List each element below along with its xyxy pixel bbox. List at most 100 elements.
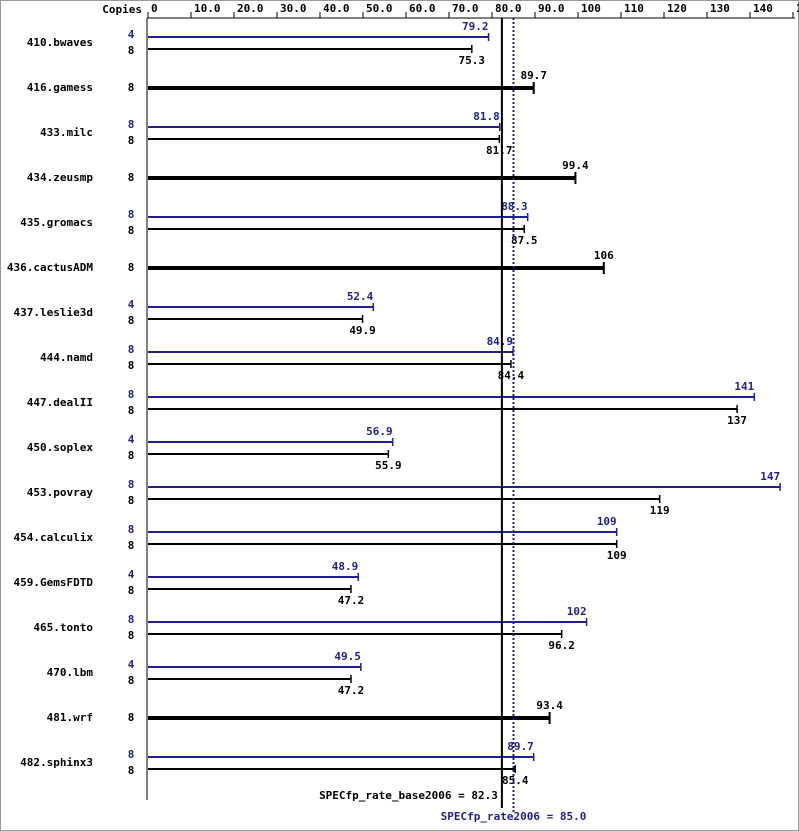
benchmark-name: 459.GemsFDTD	[14, 576, 94, 589]
peak-copies: 8	[128, 613, 135, 626]
peak-value-label: 48.9	[332, 560, 359, 573]
base-bar	[148, 768, 516, 770]
base-value-label: 55.9	[375, 459, 402, 472]
base-bar	[148, 498, 660, 500]
base-value-label: 47.2	[338, 594, 365, 607]
base-copies: 8	[128, 629, 135, 642]
copies-header: Copies	[102, 3, 142, 16]
benchmark-name: 444.namd	[40, 351, 93, 364]
base-bar	[148, 48, 472, 50]
base-copies: 8	[128, 314, 135, 327]
x-tick-label: 130	[710, 2, 730, 15]
x-tick-label: 150	[796, 2, 799, 15]
benchmark-name: 436.cactusADM	[7, 261, 93, 274]
base-copies: 8	[128, 359, 135, 372]
base-bar	[148, 408, 738, 410]
benchmark-name: 470.lbm	[47, 666, 94, 679]
peak-value-label: 102	[567, 605, 587, 618]
base-copies: 8	[128, 764, 135, 777]
base-value-label: 99.4	[562, 159, 589, 172]
x-tick-label: 40.0	[323, 2, 350, 15]
base-value-label: 137	[727, 414, 747, 427]
peak-bar	[148, 396, 755, 398]
base-value-label: 81.7	[486, 144, 513, 157]
base-copies: 8	[128, 539, 135, 552]
peak-copies: 4	[128, 28, 135, 41]
benchmark-name: 434.zeusmp	[27, 171, 94, 184]
peak-bar	[148, 306, 374, 308]
base-copies: 8	[128, 44, 135, 57]
x-tick-label: 10.0	[194, 2, 221, 15]
peak-copies: 8	[128, 478, 135, 491]
base-copies: 8	[128, 171, 135, 184]
peak-copies: 8	[128, 118, 135, 131]
base-metric-label: SPECfp_rate_base2006 = 82.3	[319, 789, 498, 802]
peak-copies: 8	[128, 208, 135, 221]
base-value-label: 47.2	[338, 684, 365, 697]
base-value-label: 109	[607, 549, 627, 562]
benchmark-name: 416.gamess	[27, 81, 93, 94]
base-value-label: 84.4	[498, 369, 525, 382]
base-bar	[148, 86, 534, 90]
benchmark-name: 453.povray	[27, 486, 94, 499]
peak-value-label: 49.5	[334, 650, 361, 663]
peak-copies: 4	[128, 658, 135, 671]
base-copies: 8	[128, 261, 135, 274]
peak-copies: 4	[128, 298, 135, 311]
base-value-label: 49.9	[349, 324, 376, 337]
base-bar	[148, 266, 604, 270]
base-bar	[148, 633, 562, 635]
x-tick-label: 100	[581, 2, 601, 15]
base-value-label: 89.7	[520, 69, 547, 82]
peak-bar	[148, 531, 617, 533]
benchmark-name: 433.milc	[40, 126, 93, 139]
benchmark-name: 482.sphinx3	[20, 756, 93, 769]
benchmark-name: 481.wrf	[47, 711, 93, 724]
peak-bar	[148, 36, 489, 38]
peak-copies: 8	[128, 523, 135, 536]
base-value-label: 75.3	[459, 54, 486, 67]
benchmark-name: 465.tonto	[33, 621, 93, 634]
peak-bar	[148, 351, 514, 353]
peak-copies: 4	[128, 568, 135, 581]
base-bar	[148, 176, 576, 180]
peak-bar	[148, 486, 781, 488]
peak-value-label: 109	[597, 515, 617, 528]
x-tick-label: 90.0	[538, 2, 565, 15]
peak-bar	[148, 756, 534, 758]
peak-metric-label: SPECfp_rate2006 = 85.0	[441, 810, 587, 823]
base-copies: 8	[128, 134, 135, 147]
peak-bar	[148, 576, 359, 578]
peak-bar	[148, 666, 361, 668]
base-value-label: 93.4	[536, 699, 563, 712]
peak-value-label: 52.4	[347, 290, 374, 303]
x-tick-label: 50.0	[366, 2, 393, 15]
base-bar	[148, 453, 389, 455]
x-tick-label: 0	[151, 2, 158, 15]
x-tick-label: 80.0	[495, 2, 522, 15]
peak-copies: 8	[128, 388, 135, 401]
base-bar	[148, 138, 500, 140]
peak-value-label: 81.8	[473, 110, 500, 123]
peak-copies: 8	[128, 343, 135, 356]
peak-value-label: 89.7	[507, 740, 534, 753]
benchmark-name: 435.gromacs	[20, 216, 93, 229]
benchmark-name: 437.leslie3d	[14, 306, 93, 319]
base-bar	[148, 318, 363, 320]
base-copies: 8	[128, 224, 135, 237]
base-copies: 8	[128, 494, 135, 507]
base-bar	[148, 716, 550, 720]
benchmark-name: 454.calculix	[14, 531, 94, 544]
peak-bar	[148, 621, 587, 623]
base-copies: 8	[128, 711, 135, 724]
base-copies: 8	[128, 674, 135, 687]
peak-copies: 8	[128, 748, 135, 761]
base-bar	[148, 228, 525, 230]
base-value-label: 96.2	[548, 639, 575, 652]
x-tick-label: 30.0	[280, 2, 307, 15]
x-tick-label: 20.0	[237, 2, 264, 15]
base-value-label: 119	[650, 504, 670, 517]
base-value-label: 87.5	[511, 234, 538, 247]
